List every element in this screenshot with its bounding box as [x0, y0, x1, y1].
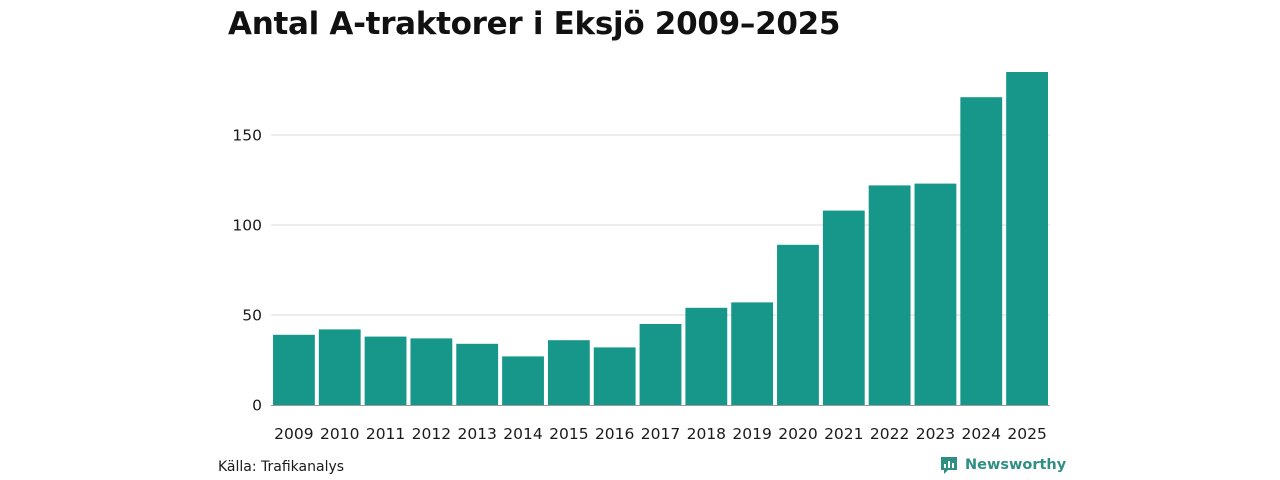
x-tick-label: 2019 [732, 425, 771, 443]
bar-2024 [960, 97, 1003, 405]
bar-2025 [1006, 72, 1048, 405]
bar-2009 [273, 334, 315, 405]
bar-2021 [822, 210, 865, 405]
y-tick-label: 50 [242, 307, 262, 325]
brand-name: Newsworthy [965, 457, 1067, 473]
x-tick-label: 2015 [549, 425, 588, 443]
bar-2020 [777, 244, 819, 405]
x-tick-label: 2022 [870, 425, 909, 443]
x-tick-label: 2010 [320, 425, 359, 443]
bar-2011 [364, 336, 407, 405]
y-tick-label: 150 [232, 127, 262, 145]
bar-2016 [593, 347, 636, 405]
bar-2019 [731, 302, 774, 405]
bars [273, 72, 1048, 405]
bar-2014 [502, 356, 544, 405]
x-tick-label: 2016 [595, 425, 634, 443]
bar-2012 [410, 338, 453, 405]
x-tick-label: 2021 [824, 425, 863, 443]
newsworthy-logo-icon [941, 457, 957, 474]
y-tick-label: 0 [252, 397, 262, 415]
x-tick-label: 2017 [641, 425, 680, 443]
source-note: Källa: Trafikanalys [218, 459, 345, 475]
bar-2010 [318, 329, 361, 405]
bar-2022 [868, 185, 911, 405]
x-tick-label: 2023 [916, 425, 955, 443]
x-tick-label: 2009 [274, 425, 313, 443]
x-tick-label: 2011 [366, 425, 405, 443]
x-tick-label: 2013 [457, 425, 496, 443]
bar-2013 [456, 343, 499, 405]
brand-logo[interactable]: Newsworthy [939, 455, 1066, 475]
x-tick-label: 2012 [412, 425, 451, 443]
x-tick-label: 2014 [503, 425, 542, 443]
bar-2018 [685, 307, 728, 405]
y-axis-tick-labels: 0 50 100 150 [232, 127, 262, 415]
x-axis-tick-labels: 2009 2010 2011 2012 2013 2014 2015 2016 2017 2018… [274, 425, 1047, 443]
y-tick-label: 100 [232, 217, 262, 235]
bar-2015 [547, 340, 590, 405]
chart-title: Antal A-traktorer i Eksjö 2009–2025 [228, 6, 841, 42]
x-tick-label: 2018 [687, 425, 726, 443]
bar-2017 [639, 324, 682, 405]
x-tick-label: 2025 [1007, 425, 1046, 443]
x-tick-label: 2024 [962, 425, 1001, 443]
bar-2023 [914, 183, 957, 405]
x-tick-label: 2020 [778, 425, 817, 443]
